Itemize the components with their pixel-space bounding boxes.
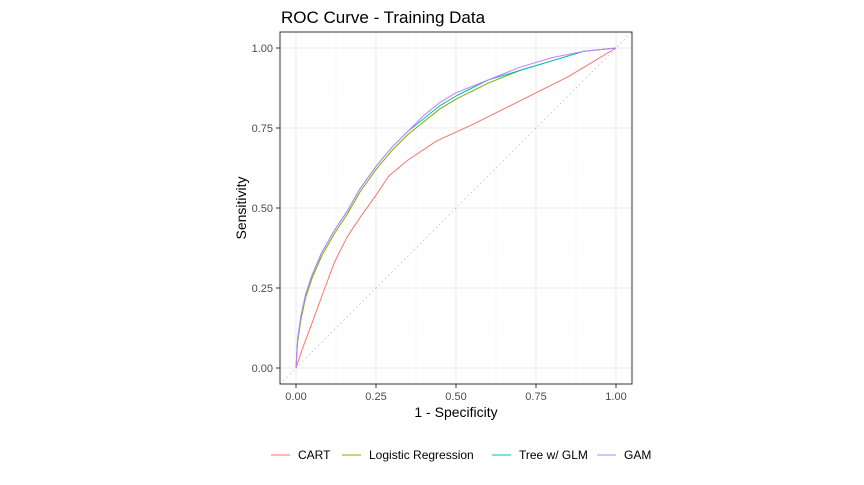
x-tick-label: 1.00 bbox=[605, 391, 626, 403]
reference-line bbox=[279, 31, 633, 385]
y-tick-label: 1.00 bbox=[252, 43, 273, 55]
x-axis-label: 1 - Specificity bbox=[414, 404, 497, 420]
x-tick-label: 0.00 bbox=[285, 391, 306, 403]
legend-label-gam: GAM bbox=[624, 448, 651, 462]
y-tick-label: 0.50 bbox=[252, 203, 273, 215]
legend-label-logistic-regression: Logistic Regression bbox=[369, 448, 474, 462]
series-group bbox=[295, 47, 617, 369]
series-line-logistic-regression bbox=[295, 47, 617, 369]
x-tick-label: 0.75 bbox=[525, 391, 546, 403]
y-tick-label: 0.75 bbox=[252, 123, 273, 135]
y-tick-label: 0.00 bbox=[252, 363, 273, 375]
legend-label-cart: CART bbox=[298, 448, 331, 462]
x-axis: 0.00 0.25 0.50 0.75 1.00 bbox=[285, 384, 627, 403]
legend: CART Logistic Regression Tree w/ GLM GAM bbox=[271, 448, 651, 462]
x-tick-label: 0.50 bbox=[445, 391, 466, 403]
reference-diagonal bbox=[279, 31, 633, 385]
y-tick-label: 0.25 bbox=[252, 283, 273, 295]
series-line-cart bbox=[295, 47, 617, 369]
chart-title: ROC Curve - Training Data bbox=[281, 8, 486, 27]
x-tick-label: 0.25 bbox=[365, 391, 386, 403]
series-line-gam bbox=[295, 47, 617, 369]
grid bbox=[280, 32, 632, 384]
y-axis: 0.00 0.25 0.50 0.75 1.00 bbox=[252, 43, 280, 375]
legend-label-tree-w-glm: Tree w/ GLM bbox=[519, 448, 588, 462]
y-axis-label: Sensitivity bbox=[233, 176, 249, 239]
